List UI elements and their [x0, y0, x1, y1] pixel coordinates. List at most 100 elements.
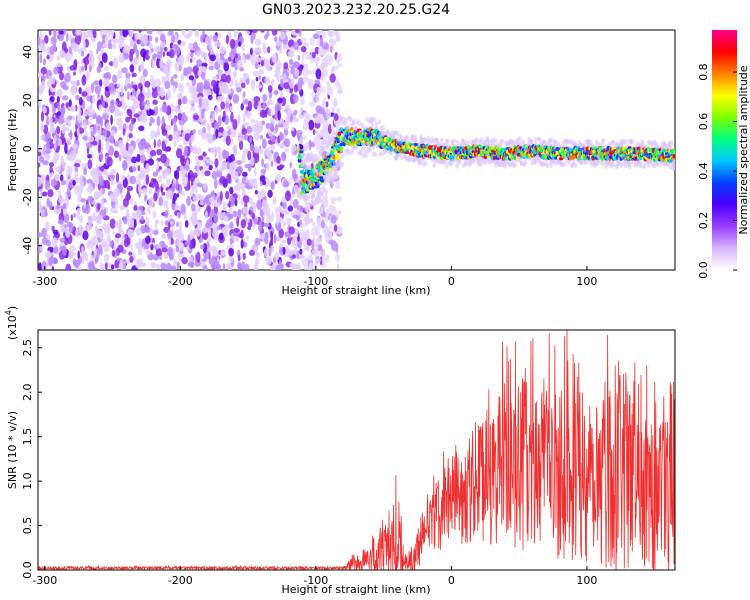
spectrogram-speckle: [237, 261, 242, 270]
spectrogram-speckle: [203, 265, 208, 270]
spectrogram-speckle: [153, 139, 156, 149]
spectrogram-speckle: [226, 74, 231, 84]
spectrogram-speckle: [335, 57, 341, 64]
spectrogram-speckle: [85, 71, 90, 80]
spectrogram-speckle: [319, 129, 323, 139]
spectrogram-speckle: [247, 100, 252, 112]
spectrogram-speckle: [287, 39, 295, 49]
spectrogram-speckle: [289, 161, 293, 169]
spectrogram-halo: [318, 187, 323, 193]
spectrogram-speckle: [148, 189, 152, 195]
spectrogram-speckle: [190, 134, 195, 142]
spectrogram-speckle: [207, 236, 212, 243]
spectrogram-speckle: [81, 65, 84, 72]
spectrogram-speckle: [191, 93, 198, 100]
spectrogram-speckle: [141, 109, 147, 120]
spectrogram-speckle: [51, 265, 55, 270]
spectrogram-speckle: [274, 110, 278, 121]
spectrogram-speckle: [68, 250, 74, 260]
spectrogram-speckle: [155, 36, 159, 43]
spectrogram-speckle: [287, 205, 294, 212]
spectrogram-speckle: [163, 46, 168, 52]
spectrogram-speckle: [255, 251, 260, 258]
spectrogram-speckle: [335, 32, 341, 42]
spectrogram-speckle: [180, 203, 186, 215]
spectrogram-speckle: [278, 259, 282, 269]
spectrogram-speckle: [267, 108, 271, 117]
spectrogram-halo: [344, 117, 348, 123]
spectrogram-speckle: [271, 78, 275, 87]
spectrogram-speckle: [196, 59, 203, 67]
spectrogram-speckle: [103, 169, 107, 176]
spectrogram-speckle: [56, 96, 60, 103]
spectrogram-speckle: [218, 232, 224, 240]
spectrogram-speckle: [58, 188, 61, 199]
spectrogram-speckle: [134, 33, 139, 40]
spectrogram-speckle: [62, 207, 68, 216]
spectrogram-speckle: [129, 255, 134, 263]
spectrogram-halo: [321, 146, 326, 152]
spectrogram-speckle: [71, 87, 77, 93]
spectrogram-speckle: [253, 262, 259, 270]
spectrogram-speckle: [322, 199, 329, 208]
spectrogram-speckle: [186, 66, 193, 74]
spectrogram-speckle: [46, 55, 50, 60]
spectrogram-speckle: [64, 142, 68, 154]
spectrogram-speckle: [133, 205, 138, 211]
spectrogram-speckle: [46, 79, 53, 88]
spectrogram-speckle: [177, 98, 182, 106]
spectrogram-speckle: [172, 247, 176, 257]
spectrogram-speckle: [58, 30, 64, 35]
spectrogram-speckle: [116, 83, 121, 88]
spectrogram-speckle: [229, 186, 234, 195]
spectrogram-speckle: [78, 97, 83, 106]
spectrogram-speckle: [252, 30, 258, 33]
spectrogram-speckle: [150, 244, 154, 251]
spectrogram-speckle: [217, 210, 221, 218]
spectrogram-speckle: [103, 66, 110, 71]
spectrogram-speckle: [196, 182, 203, 188]
spectrogram-speckle: [212, 34, 218, 43]
spectrogram-speckle: [137, 165, 141, 172]
spectrogram-speckle: [168, 134, 173, 142]
spectrogram-speckle: [65, 178, 70, 188]
spectrogram-speckle: [257, 48, 262, 54]
spectrogram-halo: [423, 137, 427, 143]
spectrogram-speckle: [171, 34, 175, 44]
spectrogram-speckle: [229, 264, 232, 270]
spectrogram-speckle: [201, 130, 207, 140]
spectrogram-speckle: [208, 246, 214, 253]
spectrogram-speckle: [284, 148, 290, 153]
spectrogram-speckle: [176, 193, 180, 198]
spectrogram-speckle: [38, 84, 43, 95]
spectrogram-speckle: [264, 247, 269, 258]
spectrogram-halo: [347, 150, 351, 156]
spectrogram-speckle: [170, 76, 174, 86]
spectrogram-speckle: [92, 30, 97, 39]
spectrogram-speckle: [61, 179, 66, 186]
spectrogram-speckle: [59, 49, 64, 55]
spectrogram-speckle: [87, 121, 92, 126]
spectrogram-speckle: [125, 72, 131, 79]
spectrogram-speckle: [322, 229, 328, 234]
spectrogram-speckle: [242, 252, 246, 260]
spectrogram-speckle: [225, 135, 231, 146]
spectrogram-speckle: [229, 51, 236, 59]
spectrogram-speckle: [77, 250, 80, 259]
spectrogram-speckle: [213, 212, 219, 224]
spectrogram-speckle: [40, 123, 44, 132]
spectrogram-speckle: [90, 82, 95, 93]
spectrogram-speckle: [329, 73, 336, 83]
spectrogram-speckle: [323, 42, 329, 51]
spectrogram-speckle: [297, 54, 301, 61]
spectrogram-speckle: [215, 106, 219, 115]
spectrogram-speckle: [117, 69, 123, 80]
spectrogram-speckle: [151, 79, 157, 89]
spectrogram-speckle: [98, 104, 103, 110]
spectrogram-speckle: [219, 167, 223, 173]
spectrogram-speckle: [129, 122, 134, 132]
spectrogram-speckle: [306, 238, 312, 246]
spectrogram-speckle: [308, 262, 314, 270]
spectrogram-speckle: [42, 107, 47, 114]
spectrogram-halo: [360, 152, 365, 158]
